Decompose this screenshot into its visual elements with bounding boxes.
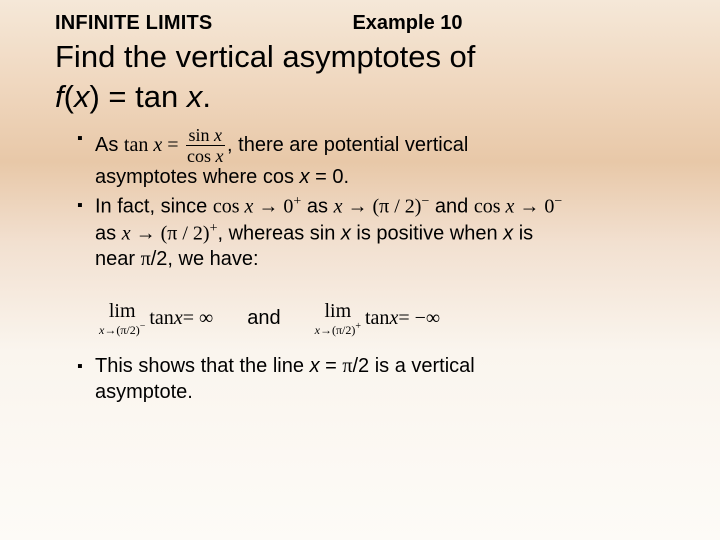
lim-right-x: x <box>389 306 398 332</box>
bullet-mark-icon: ▪ <box>77 196 95 273</box>
b1-num-sin: sin <box>189 125 215 145</box>
b2-xpi2x: x <box>122 223 131 245</box>
b2-s2p: / 2) <box>177 223 209 245</box>
bullet-2: ▪ In fact, since cos x → 0+ as x → (π / … <box>77 193 685 273</box>
slide-container: INFINITE LIMITS Example 10 Find the vert… <box>0 0 720 427</box>
b2-xpi1a: → ( <box>342 196 379 218</box>
b1-tanlhs: tan <box>124 134 153 156</box>
b1-as: As <box>95 134 124 156</box>
ls-arr: →( <box>104 323 120 337</box>
b1-eq: = <box>162 134 183 156</box>
lim-left-x: x <box>174 306 183 332</box>
b2-min2: − <box>554 194 562 209</box>
b3-pi: π <box>342 355 352 377</box>
fraction-icon: sin xcos x <box>186 126 226 165</box>
ls-sup: − <box>140 321 146 332</box>
b3-asym: asymptote. <box>95 381 193 403</box>
lim-stack-left: lim x→(π/2)− <box>99 301 145 336</box>
prompt-period: . <box>202 79 211 114</box>
rs-arr: →( <box>320 323 336 337</box>
b2-pinear: π <box>141 248 151 270</box>
b2-s2m: / 2) <box>389 196 421 218</box>
ls-rest: /2) <box>126 323 139 337</box>
bullet-3: ▪ This shows that the line x = π/2 is a … <box>77 354 685 405</box>
lim-right-eq: = −∞ <box>398 306 440 332</box>
b1-tail1: , there are potential vertical <box>227 134 468 156</box>
lim-sub-left: x→(π/2)− <box>99 322 145 336</box>
b3-tail: /2 is a vertical <box>352 355 474 377</box>
b2-over2we: /2, we have: <box>151 248 259 270</box>
lim-sub-right: x→(π/2)+ <box>315 322 361 336</box>
limit-left: lim x→(π/2)− tan x = ∞ <box>99 301 213 336</box>
b1-tail2x: x <box>300 166 310 188</box>
lim-stack-right: lim x→(π/2)+ <box>315 301 361 336</box>
b2-whereas: , whereas sin <box>217 223 340 245</box>
b2-cos1: cos <box>213 196 245 218</box>
b3-x: x <box>310 355 320 377</box>
prompt-x2: x <box>187 79 203 114</box>
limits-row: lim x→(π/2)− tan x = ∞ and lim x→(π/2)+ … <box>99 301 685 336</box>
b2-to0p: → 0 <box>253 196 293 218</box>
b2-as2: as <box>95 223 122 245</box>
example-label: Example 10 <box>352 12 462 35</box>
lim-right-tan: tan <box>365 306 389 332</box>
bullet-mark-icon: ▪ <box>77 357 95 405</box>
bullet-1-text: As tan x = sin xcos x, there are potenti… <box>95 126 685 191</box>
bullet-2-text: In fact, since cos x → 0+ as x → (π / 2)… <box>95 193 685 273</box>
b1-den-x: x <box>216 146 224 166</box>
b3-pre: This shows that the line <box>95 355 310 377</box>
prompt-line1: Find the vertical asymptotes of <box>55 39 475 74</box>
b1-tail2: asymptotes where cos <box>95 166 300 188</box>
rs-sup: + <box>355 321 361 332</box>
rs-rest: /2) <box>342 323 355 337</box>
prompt-x: x <box>74 79 90 114</box>
lim-word-left: lim <box>109 301 136 321</box>
b2-wx2: x <box>503 223 513 245</box>
b2-wx: x <box>341 223 351 245</box>
slide-header: INFINITE LIMITS Example 10 <box>55 12 685 35</box>
b2-near: near <box>95 248 141 270</box>
lim-left-tan: tan <box>149 306 173 332</box>
prompt-close-eq: ) = tan <box>89 79 186 114</box>
prompt-open: ( <box>64 79 74 114</box>
bullet-1: ▪ As tan x = sin xcos x, there are poten… <box>77 126 685 191</box>
b2-pi1: π <box>379 196 389 218</box>
lim-left-eq: = ∞ <box>183 306 214 332</box>
bullet-list: ▪ As tan x = sin xcos x, there are poten… <box>55 126 685 405</box>
main-prompt: Find the vertical asymptotes of f(x) = t… <box>55 37 685 116</box>
lim-word-right: lim <box>324 301 351 321</box>
bullet-3-text: This shows that the line x = π/2 is a ve… <box>95 354 685 405</box>
limits-and: and <box>247 306 280 332</box>
b2-is: is <box>513 223 533 245</box>
b1-den-cos: cos <box>187 146 216 166</box>
b2-to0m: → 0 <box>514 196 554 218</box>
b2-xpi2a: → ( <box>131 223 168 245</box>
b2-as1: as <box>301 196 333 218</box>
limit-right: lim x→(π/2)+ tan x = −∞ <box>315 301 441 336</box>
b3-eq: = <box>320 355 343 377</box>
b2-and: and <box>429 196 473 218</box>
b1-num-x: x <box>214 125 222 145</box>
bullet-mark-icon: ▪ <box>77 129 95 191</box>
prompt-f: f <box>55 79 64 114</box>
b2-pi2: π <box>167 223 177 245</box>
b1-tail2end: = 0. <box>310 166 349 188</box>
b1-tanx: x <box>153 134 162 156</box>
b2-cos2: cos <box>474 196 506 218</box>
b2-infact: In fact, since <box>95 196 213 218</box>
b2-wtail: is positive when <box>351 223 503 245</box>
section-title: INFINITE LIMITS <box>55 12 212 35</box>
